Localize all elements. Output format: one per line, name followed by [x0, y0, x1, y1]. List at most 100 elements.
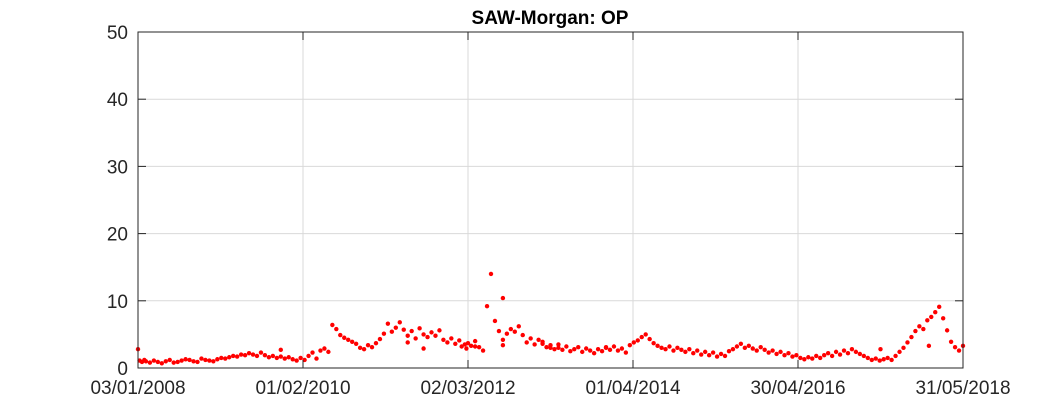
data-point	[381, 331, 387, 336]
data-point	[901, 345, 906, 351]
data-point	[623, 350, 629, 355]
data-point	[290, 357, 295, 362]
data-point	[175, 359, 180, 365]
data-point	[314, 356, 319, 361]
data-point	[568, 349, 573, 354]
data-point	[810, 356, 815, 361]
data-point	[421, 332, 426, 337]
data-point	[552, 346, 557, 352]
data-point	[821, 353, 827, 358]
data-point	[607, 347, 613, 353]
data-point	[576, 344, 581, 350]
data-point	[825, 351, 831, 356]
data-point	[564, 344, 569, 349]
x-tick-label: 03/01/2008	[90, 378, 185, 399]
data-point	[187, 357, 192, 363]
data-point	[500, 342, 506, 348]
data-point	[584, 346, 589, 351]
data-point	[465, 340, 471, 346]
y-tick-label: 0	[117, 359, 128, 380]
data-point	[861, 353, 867, 359]
data-point	[286, 355, 291, 360]
data-point	[369, 344, 375, 350]
data-point	[278, 347, 283, 353]
data-point	[238, 352, 244, 357]
data-point	[754, 348, 759, 353]
x-tick-label: 30/04/2016	[750, 378, 845, 399]
data-point	[179, 358, 184, 363]
data-point	[635, 338, 640, 343]
data-point	[952, 344, 958, 350]
data-point	[560, 347, 565, 353]
data-point	[687, 346, 692, 352]
data-point	[282, 356, 287, 361]
data-point	[532, 342, 537, 347]
data-point	[393, 325, 399, 330]
data-point	[878, 346, 883, 352]
data-point	[227, 355, 232, 360]
data-point	[409, 328, 414, 334]
data-point	[818, 355, 823, 361]
x-tick-label: 02/03/2012	[420, 378, 515, 399]
data-point	[520, 332, 525, 338]
data-point	[163, 359, 168, 364]
data-point	[897, 349, 902, 355]
data-point	[599, 349, 605, 354]
data-point	[925, 318, 930, 323]
data-point	[472, 344, 478, 349]
data-point	[774, 351, 779, 357]
data-point	[437, 328, 442, 333]
data-point	[572, 346, 577, 352]
data-point	[639, 334, 644, 340]
data-point	[699, 352, 704, 357]
data-point	[318, 348, 323, 353]
data-point	[203, 357, 208, 363]
data-point	[671, 348, 676, 353]
data-point	[425, 334, 430, 340]
data-point	[258, 350, 264, 355]
data-point	[893, 353, 898, 359]
data-point	[587, 348, 593, 353]
data-point	[155, 359, 161, 365]
data-point	[702, 349, 708, 355]
data-point	[472, 338, 478, 344]
data-point	[457, 338, 462, 343]
data-point	[595, 346, 601, 352]
data-point	[944, 328, 950, 333]
x-tick-label: 31/05/2018	[915, 378, 1010, 399]
data-point	[334, 326, 339, 332]
data-point	[500, 337, 506, 342]
data-point	[373, 340, 379, 346]
y-tick-label: 20	[107, 225, 128, 246]
data-point	[353, 341, 359, 347]
data-point	[766, 350, 771, 355]
data-point	[837, 352, 843, 357]
data-point	[937, 304, 942, 310]
data-point	[508, 326, 514, 332]
y-tick-labels: 0 10 20 30 40 50	[107, 23, 128, 380]
data-point	[433, 333, 438, 338]
data-point	[611, 344, 617, 349]
data-point	[663, 346, 668, 352]
data-point	[845, 351, 851, 356]
data-point	[770, 348, 775, 353]
data-point	[270, 353, 276, 359]
data-point	[556, 345, 561, 351]
data-point	[802, 357, 807, 362]
data-point	[647, 336, 652, 342]
data-point	[453, 341, 458, 347]
x-tick-label: 01/02/2010	[255, 378, 350, 399]
data-point	[718, 351, 724, 357]
data-point	[191, 359, 196, 364]
data-point	[223, 356, 228, 361]
data-point	[207, 358, 212, 363]
data-point	[445, 340, 450, 345]
data-point	[159, 361, 164, 366]
data-point	[322, 346, 327, 351]
data-point	[873, 356, 878, 361]
data-point	[849, 346, 855, 352]
data-point	[921, 326, 926, 332]
data-point	[794, 353, 799, 358]
data-point	[631, 340, 636, 345]
